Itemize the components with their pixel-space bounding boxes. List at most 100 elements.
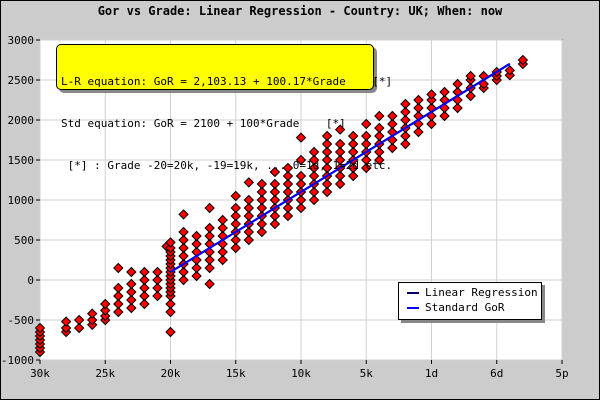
x-axis: 30k 25k 20k 15k 10k 5k 1d 6d 5p xyxy=(30,360,569,380)
data-point xyxy=(334,170,346,182)
data-point xyxy=(256,178,268,190)
data-point xyxy=(439,86,450,98)
data-point xyxy=(230,234,241,246)
data-point xyxy=(308,186,320,198)
data-point xyxy=(387,110,398,122)
data-point xyxy=(139,290,150,302)
data-point xyxy=(126,266,137,278)
legend-item-standard-gor: Standard GoR xyxy=(407,301,504,315)
data-point xyxy=(139,282,150,294)
data-point xyxy=(204,254,215,266)
data-point xyxy=(334,146,346,158)
data-point xyxy=(374,122,385,134)
y-tick-label: 3000 xyxy=(8,34,35,47)
data-point xyxy=(347,170,359,182)
data-point xyxy=(426,89,437,100)
data-point xyxy=(321,146,333,158)
data-point xyxy=(165,237,176,248)
x-tick-label: 25k xyxy=(95,367,115,380)
data-point xyxy=(152,282,163,294)
data-point xyxy=(100,298,111,310)
data-point xyxy=(204,222,215,234)
legend-label-standard-gor: Standard GoR xyxy=(425,301,505,314)
data-point xyxy=(152,274,163,286)
data-point xyxy=(73,314,85,326)
data-point xyxy=(465,90,476,102)
data-point xyxy=(361,118,372,130)
data-point xyxy=(413,94,424,106)
data-point xyxy=(334,178,346,190)
data-point xyxy=(374,154,385,166)
data-point xyxy=(308,194,320,206)
data-point xyxy=(178,226,189,238)
data-point xyxy=(113,306,124,318)
data-point xyxy=(269,178,281,190)
data-point xyxy=(191,238,202,250)
y-tick-label: -500 xyxy=(8,314,35,327)
legend-label-linear-regression: Linear Regression xyxy=(425,286,538,299)
data-point xyxy=(269,166,281,178)
data-point xyxy=(73,322,85,334)
standard-equation: Std equation: GoR = 2100 + 100*Grade [*] xyxy=(61,117,346,130)
equation-annotation: L-R equation: GoR = 2,103.13 + 100.17*Gr… xyxy=(56,44,393,172)
y-tick-label: 0 xyxy=(27,274,34,287)
data-point xyxy=(113,298,124,310)
data-point xyxy=(126,302,137,314)
data-point xyxy=(347,130,359,142)
data-point xyxy=(113,262,124,274)
regression-equation: L-R equation: GoR = 2,103.13 + 100.17*Gr… xyxy=(61,75,393,88)
data-point xyxy=(126,294,137,306)
data-point xyxy=(256,226,268,238)
data-point xyxy=(426,94,437,106)
legend-item-linear-regression: Linear Regression xyxy=(407,286,538,300)
data-point xyxy=(321,138,333,150)
x-tick-label: 5p xyxy=(555,367,568,380)
data-point xyxy=(361,162,372,174)
data-point xyxy=(191,230,202,242)
data-point xyxy=(243,234,255,246)
data-point xyxy=(387,142,398,154)
x-tick-label: 10k xyxy=(291,367,311,380)
data-point xyxy=(243,202,255,214)
data-point xyxy=(126,278,137,290)
data-point xyxy=(256,186,268,198)
data-point xyxy=(139,266,150,278)
series-lines xyxy=(169,62,511,273)
data-point xyxy=(269,186,281,198)
data-point xyxy=(400,130,411,142)
data-point xyxy=(295,178,307,190)
data-point xyxy=(165,242,176,254)
data-point xyxy=(361,154,372,166)
y-tick-label: 1500 xyxy=(8,154,35,167)
data-point xyxy=(374,146,385,158)
data-point xyxy=(126,286,137,298)
data-point xyxy=(374,110,385,122)
data-point xyxy=(295,132,307,143)
data-point xyxy=(465,70,476,82)
data-point xyxy=(374,130,385,142)
data-point xyxy=(165,306,176,318)
data-point xyxy=(243,194,255,206)
data-point xyxy=(308,146,320,158)
y-tick-label: 500 xyxy=(14,234,34,247)
data-point xyxy=(282,210,294,222)
data-point xyxy=(113,290,124,302)
data-point xyxy=(347,138,359,150)
data-point xyxy=(230,218,241,230)
data-point xyxy=(100,310,111,322)
data-point xyxy=(295,154,307,166)
data-point xyxy=(165,298,176,310)
data-point xyxy=(269,218,281,230)
data-point xyxy=(86,308,98,319)
legend-swatch-linear-regression xyxy=(407,292,419,294)
data-point xyxy=(139,298,150,310)
data-point xyxy=(217,246,228,258)
data-point xyxy=(165,326,176,338)
y-tick-label: 2000 xyxy=(8,114,35,127)
data-point xyxy=(243,210,255,222)
data-point xyxy=(256,218,268,230)
data-point xyxy=(413,102,424,114)
data-point xyxy=(243,226,255,238)
data-point xyxy=(361,138,372,150)
data-point xyxy=(400,106,411,118)
